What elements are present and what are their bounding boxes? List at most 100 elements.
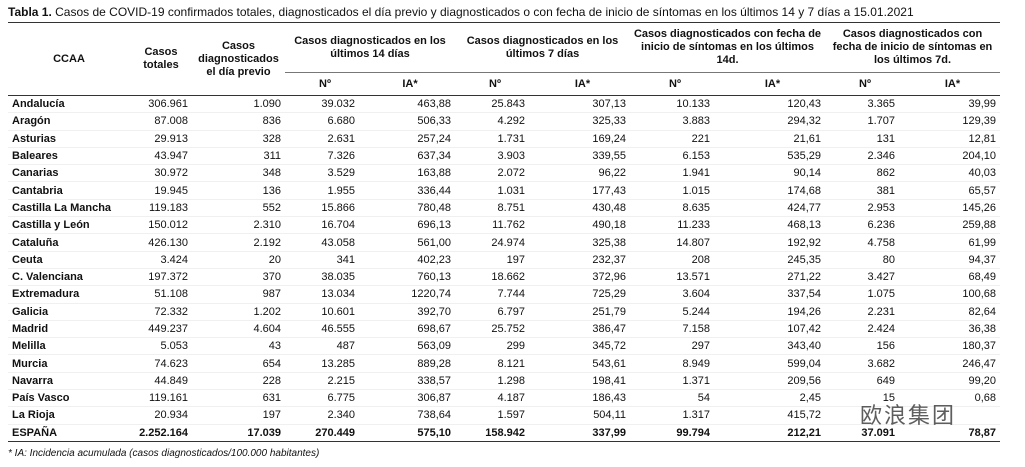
cell: 563,09 — [365, 337, 455, 356]
cell: 2.072 — [455, 164, 535, 183]
cell: 1.955 — [285, 181, 365, 200]
table: CCAA Casos totales Casos diagnosticados … — [8, 22, 1001, 442]
cell: 156 — [825, 337, 906, 356]
cell: 10.133 — [630, 95, 721, 114]
cell: 307,13 — [535, 95, 631, 114]
cell: 197.372 — [130, 268, 192, 287]
region-name: Asturias — [8, 130, 130, 148]
cell: 136 — [192, 181, 285, 200]
cell: 3.604 — [630, 285, 721, 304]
cell: 19.945 — [130, 181, 192, 200]
table-row: Andalucía 306.961 1.090 39.032 463,88 25.843 3… — [8, 95, 1001, 114]
cell: 294,32 — [720, 112, 826, 131]
sub-header: Nº — [319, 77, 331, 90]
table-row: Canarias 30.972 348 3.529 163,88 2.072 96,22 1.… — [8, 164, 1001, 183]
cell: 725,29 — [535, 285, 631, 304]
cell: 20 — [192, 251, 285, 269]
cell: 1.202 — [192, 303, 285, 321]
region-name: Madrid — [8, 320, 130, 339]
header-cell: Casos totales — [143, 46, 179, 71]
header-cell: CCAA — [53, 52, 85, 65]
cell: 543,61 — [535, 354, 631, 373]
cell: 4.604 — [192, 320, 285, 339]
cell: 3.903 — [455, 147, 535, 166]
sub-header: Nº — [489, 77, 501, 90]
region-name: Extremadura — [8, 285, 130, 304]
cell: 561,00 — [365, 233, 455, 252]
table-row: Murcia 74.623 654 13.285 889,28 8.121 543,61 8.… — [8, 354, 1001, 373]
cell: 348 — [192, 164, 285, 183]
group-header: Casos diagnosticados en los últimos 14 d… — [285, 22, 455, 73]
cell: 43 — [192, 337, 285, 356]
cell: 1220,74 — [365, 285, 455, 304]
region-name: Ceuta — [8, 251, 130, 269]
cell: 36,38 — [905, 320, 1001, 339]
cell: 1.707 — [825, 112, 906, 131]
cell: 80 — [825, 251, 906, 269]
cell: 194,26 — [720, 303, 826, 321]
cell: 3.883 — [630, 112, 721, 131]
region-name: Baleares — [8, 147, 130, 166]
cell: 39,99 — [905, 95, 1001, 114]
cell: 306.961 — [130, 95, 192, 114]
cell: 2.231 — [825, 303, 906, 321]
table-row: Melilla 5.053 43 487 563,09 299 345,72 297 343,4… — [8, 337, 1001, 356]
cell: 208 — [630, 251, 721, 269]
cell: 158.942 — [455, 423, 535, 442]
cell: 631 — [192, 389, 285, 408]
table-row: Madrid 449.237 4.604 46.555 698,67 25.752 386,… — [8, 320, 1001, 339]
cell: 270.449 — [285, 423, 365, 442]
cell: 192,92 — [720, 233, 826, 252]
region-name: Murcia — [8, 354, 130, 373]
cell: 338,57 — [365, 372, 455, 391]
cell: 78,87 — [905, 423, 1001, 442]
cell: 68,49 — [905, 268, 1001, 287]
cell: 1.298 — [455, 372, 535, 391]
cell: 4.292 — [455, 112, 535, 131]
cell: 836 — [192, 112, 285, 131]
cell: 506,33 — [365, 112, 455, 131]
cell: 150.012 — [130, 216, 192, 235]
cell: 1.031 — [455, 181, 535, 200]
region-name: C. Valenciana — [8, 268, 130, 287]
cell: 6.236 — [825, 216, 906, 235]
cell: 7.744 — [455, 285, 535, 304]
cell: 99,20 — [905, 372, 1001, 391]
cell: 449.237 — [130, 320, 192, 339]
cell: 46.555 — [285, 320, 365, 339]
table-row: ESPAÑA 2.252.164 17.039 270.449 575,10 158.94… — [8, 423, 1001, 442]
cell: 1.731 — [455, 130, 535, 148]
table-row: Extremadura 51.108 987 13.034 1220,74 7.744 72… — [8, 285, 1001, 304]
cell: 8.635 — [630, 199, 721, 218]
watermark: 欧浪集团 — [860, 403, 957, 428]
cell: 2.252.164 — [130, 423, 192, 442]
cell: 251,79 — [535, 303, 631, 321]
sub-header: IA* — [764, 77, 781, 90]
cell: 637,34 — [365, 147, 455, 166]
title-label: Tabla 1. — [8, 5, 52, 19]
cell: 3.424 — [130, 251, 192, 269]
cell: 5.053 — [130, 337, 192, 356]
cell: 1.371 — [630, 372, 721, 391]
region-name: ESPAÑA — [8, 423, 130, 442]
cell: 2.340 — [285, 406, 365, 425]
cell: 504,11 — [535, 406, 631, 425]
cell: 43.947 — [130, 147, 192, 166]
cell: 649 — [825, 372, 906, 391]
cell: 96,22 — [535, 164, 631, 183]
cell: 426.130 — [130, 233, 192, 252]
cell: 2,45 — [720, 389, 826, 408]
cell: 24.974 — [455, 233, 535, 252]
cell: 328 — [192, 130, 285, 148]
cell: 11.233 — [630, 216, 721, 235]
cell: 468,13 — [720, 216, 826, 235]
cell: 698,67 — [365, 320, 455, 339]
cell: 72.332 — [130, 303, 192, 321]
cell: 145,26 — [905, 199, 1001, 218]
title-text: Casos de COVID-19 confirmados totales, d… — [51, 5, 914, 19]
cell: 7.326 — [285, 147, 365, 166]
table-row: Baleares 43.947 311 7.326 637,34 3.903 339,55 6… — [8, 147, 1001, 166]
cell: 129,39 — [905, 112, 1001, 131]
cell: 297 — [630, 337, 721, 356]
cell: 204,10 — [905, 147, 1001, 166]
